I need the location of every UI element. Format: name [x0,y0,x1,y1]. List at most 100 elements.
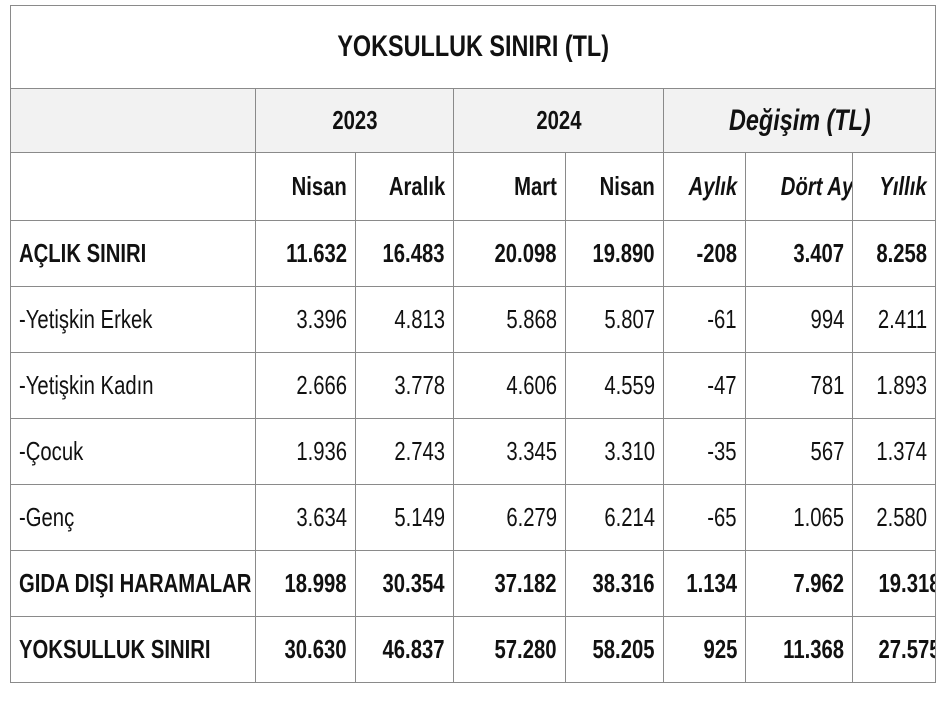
table-cell: 3.345 [453,418,566,485]
row-label-text: -Yetişkin Erkek [19,304,153,334]
empty-cell [10,88,256,153]
table-row: -Genç 3.634 5.149 6.279 6.214 -65 1.065 2.580 [10,484,937,551]
column-header: Aylık [663,152,746,221]
group-header-text: 2024 [535,105,582,135]
group-header-text: 2023 [331,105,378,135]
table-cell: 18.998 [255,550,356,617]
column-header-text: Aylık [688,171,737,201]
table-cell: 3.310 [565,418,664,485]
group-header: Değişim (TL) [662,88,937,153]
table-row: YOKSULLUK SINIRI (TL) [9,5,937,89]
table-cell: 4.559 [565,352,664,419]
table-cell-text: 1.936 [296,436,347,466]
table-row: -Yetişkin Kadın 2.666 3.778 4.606 4.559 -47 78… [10,352,937,419]
column-header-text: Aralık [388,171,445,201]
row-label-text: GIDA DIŞI HARAMALAR [19,568,252,598]
table-cell-text: 27.575 [878,634,936,664]
column-header: Aralık [355,152,454,221]
group-header-text: Değişim (TL) [728,103,871,137]
table-cell: 37.182 [453,550,566,617]
row-label: -Yetişkin Erkek [10,286,256,353]
table-cell: 3.634 [255,484,356,551]
table-cell-text: -35 [707,436,737,466]
table-cell: 567 [745,418,853,485]
table-cell: 27.575 [851,616,937,683]
table-row: -Çocuk 1.936 2.743 3.345 3.310 -35 567 1.374 [10,418,937,485]
table-cell: 20.098 [453,220,566,287]
table-cell: 30.630 [255,616,356,683]
row-label: YOKSULLUK SINIRI [10,616,256,683]
table-cell-text: 16.483 [382,238,445,268]
table-cell-text: 11.632 [286,238,347,268]
table-cell-text: -47 [707,370,737,400]
table-cell-text: 6.214 [604,502,655,532]
table-cell: 11.632 [255,220,356,287]
row-label-text: -Yetişkin Kadın [19,370,154,400]
table-cell: 2.666 [255,352,356,419]
table-cell-text: 5.807 [604,304,655,334]
table-cell: 781 [745,352,853,419]
table-cell-text: 46.837 [382,634,445,664]
table-cell-text: 30.630 [284,634,347,664]
table-title-text: YOKSULLUK SINIRI (TL) [337,30,609,63]
table-cell-text: 38.316 [592,568,655,598]
table-cell: 3.396 [255,286,356,353]
table-cell-text: 4.559 [604,370,655,400]
table-cell-text: -208 [696,238,737,268]
table-cell: 11.368 [745,616,853,683]
table-cell: 1.374 [851,418,937,485]
column-header-text: Yıllık [879,171,928,201]
table-cell-text: 781 [810,370,844,400]
table-cell: 4.813 [355,286,454,353]
table-cell: 46.837 [355,616,454,683]
column-header: Nisan [255,152,356,221]
table-cell-text: 2.743 [394,436,445,466]
table-cell: 30.354 [355,550,454,617]
column-header: Yıllık [851,152,937,221]
table-cell-text: 7.962 [793,568,844,598]
table-cell-text: 1.065 [793,502,844,532]
table-row: Nisan Aralık Mart Nisan Aylık Dört Aylık Yıllı… [10,152,937,221]
table-cell: 1.134 [663,550,746,617]
table-cell: 4.606 [453,352,566,419]
table-row: AÇLIK SINIRI 11.632 16.483 20.098 19.890 -208… [10,220,937,287]
table-row: 2023 2024 Değişim (TL) [10,88,937,153]
table-cell-text: 3.778 [394,370,445,400]
group-header: 2023 [255,88,454,153]
table-cell: 2.580 [851,484,937,551]
table-cell-text: 994 [810,304,844,334]
table-cell-text: 57.280 [494,634,557,664]
table-cell-text: 37.182 [494,568,557,598]
row-label: -Genç [10,484,256,551]
table-cell: 57.280 [453,616,566,683]
table-cell-text: 58.205 [592,634,655,664]
row-label-text: AÇLIK SINIRI [19,238,147,268]
column-header-text: Mart [514,171,557,201]
table-cell-text: 11.368 [783,634,844,664]
table-cell: 8.258 [851,220,937,287]
table-cell: 2.411 [851,286,937,353]
table-cell-text: 4.606 [506,370,557,400]
table-title: YOKSULLUK SINIRI (TL) [9,5,937,89]
table-cell-text: 18.998 [284,568,347,598]
table-cell: 7.962 [745,550,853,617]
table-cell: -61 [663,286,746,353]
table-cell-text: 1.893 [876,370,928,400]
table-cell: 5.868 [453,286,566,353]
table-cell-text: 2.411 [877,304,928,334]
table-cell: 19.318 [851,550,937,617]
table-cell-text: 2.580 [876,502,928,532]
table-cell-text: 6.279 [506,502,557,532]
empty-cell [10,152,256,221]
table-cell: 5.807 [565,286,664,353]
table-cell-text: 8.258 [876,238,928,268]
table-cell-text: -61 [707,304,737,334]
table-cell: 1.936 [255,418,356,485]
table-cell-text: 1.374 [876,436,928,466]
table-cell: -208 [663,220,746,287]
table-cell: 5.149 [355,484,454,551]
row-label: -Çocuk [10,418,256,485]
table-cell: 1.065 [745,484,853,551]
table-cell: 38.316 [565,550,664,617]
